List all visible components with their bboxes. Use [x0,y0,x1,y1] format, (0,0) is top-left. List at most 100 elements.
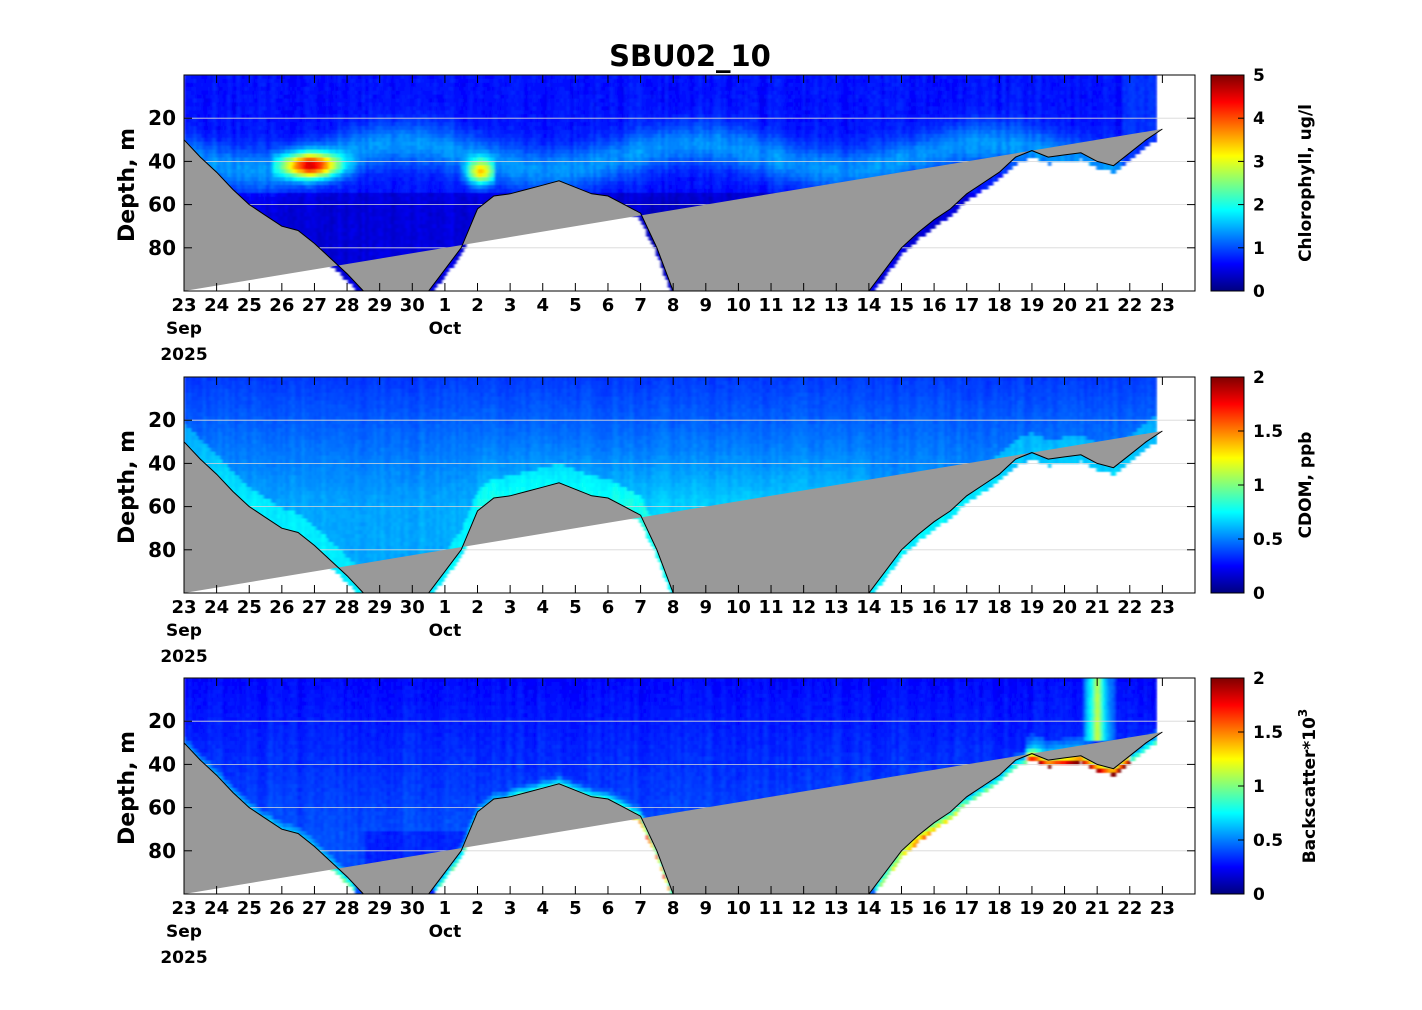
x-tick-label: 4 [536,295,549,316]
x-tick-label: 30 [400,295,425,316]
x-tick-label: 18 [987,295,1012,316]
x-tick-label: 14 [856,597,881,618]
y-tick-label: 20 [148,408,176,432]
x-tick-label: 11 [759,597,784,618]
x-tick-label: 5 [569,898,582,919]
x-tick-label: 23 [1150,898,1175,919]
x-tick-label: 29 [367,295,392,316]
x-month-label: Sep [166,922,202,942]
x-tick-label: 16 [922,295,947,316]
x-tick-label: 25 [237,597,262,618]
x-tick-label: 24 [204,898,229,919]
colorbar-tick-label: 2 [1253,196,1265,216]
x-tick-label: 15 [889,898,914,919]
x-tick-label: 27 [302,597,327,618]
y-axis-label: Depth, m [115,430,140,544]
x-year-label: 2025 [160,948,207,968]
x-tick-label: 19 [1019,597,1044,618]
x-tick-label: 26 [269,597,294,618]
x-tick-label: 8 [667,295,680,316]
x-tick-label: 18 [987,597,1012,618]
x-tick-label: 28 [335,898,360,919]
x-month-label: Oct [429,621,462,641]
y-tick-label: 40 [148,752,176,776]
x-tick-label: 14 [856,898,881,919]
y-tick-label: 60 [148,495,176,519]
y-tick-label: 20 [148,106,176,130]
x-tick-label: 30 [400,597,425,618]
x-month-label: Sep [166,621,202,641]
x-tick-label: 28 [335,597,360,618]
x-tick-label: 25 [237,295,262,316]
y-tick-label: 60 [148,796,176,820]
x-tick-label: 13 [824,597,849,618]
x-tick-label: 3 [504,295,517,316]
x-tick-label: 23 [171,597,196,618]
colorbar-tick-label: 1 [1253,476,1265,496]
x-tick-label: 18 [987,898,1012,919]
x-tick-label: 11 [759,295,784,316]
x-tick-label: 9 [700,597,713,618]
x-tick-label: 8 [667,898,680,919]
x-tick-label: 1 [439,898,452,919]
x-month-label: Oct [429,319,462,339]
x-tick-label: 28 [335,295,360,316]
x-tick-label: 5 [569,295,582,316]
x-tick-label: 16 [922,898,947,919]
y-tick-label: 40 [148,451,176,475]
colorbar-tick-label: 4 [1253,109,1265,129]
x-tick-label: 20 [1052,898,1077,919]
x-month-label: Sep [166,319,202,339]
colorbar-label-superscript: 3 [1296,709,1310,717]
x-tick-label: 9 [700,295,713,316]
colorbar-label: Backscatter*103 [1296,709,1320,864]
x-tick-label: 23 [171,898,196,919]
x-tick-label: 21 [1085,597,1110,618]
x-tick-label: 26 [269,295,294,316]
colorbar-tick-label: 0 [1253,885,1265,905]
x-tick-label: 27 [302,295,327,316]
x-tick-label: 5 [569,597,582,618]
x-tick-label: 20 [1052,597,1077,618]
x-tick-label: 15 [889,295,914,316]
y-axis-label: Depth, m [115,731,140,845]
x-tick-label: 13 [824,898,849,919]
x-tick-label: 2 [471,597,484,618]
colorbar-tick-label: 0 [1253,584,1265,604]
y-tick-label: 20 [148,709,176,733]
x-tick-label: 22 [1117,597,1142,618]
x-tick-label: 21 [1085,898,1110,919]
colorbar-tick-label: 0.5 [1253,831,1283,851]
y-tick-label: 80 [148,839,176,863]
x-tick-label: 17 [954,295,979,316]
x-tick-label: 3 [504,597,517,618]
x-tick-label: 20 [1052,295,1077,316]
colorbar-tick-label: 2 [1253,368,1265,388]
figure-title: SBU02_10 [609,39,771,73]
colorbar-tick-label: 1.5 [1253,723,1283,743]
x-tick-label: 7 [634,597,647,618]
colorbar-label: CDOM, ppb [1296,432,1316,539]
x-tick-label: 29 [367,898,392,919]
x-tick-label: 14 [856,295,881,316]
x-tick-label: 19 [1019,898,1044,919]
x-tick-label: 24 [204,295,229,316]
x-tick-label: 4 [536,597,549,618]
x-tick-label: 9 [700,898,713,919]
colorbar [1211,75,1244,291]
x-tick-label: 23 [1150,597,1175,618]
x-tick-label: 27 [302,898,327,919]
x-tick-label: 22 [1117,295,1142,316]
x-tick-label: 22 [1117,898,1142,919]
x-tick-label: 15 [889,597,914,618]
x-tick-label: 19 [1019,295,1044,316]
x-tick-label: 11 [759,898,784,919]
x-tick-label: 25 [237,898,262,919]
x-tick-label: 10 [726,295,751,316]
x-tick-label: 10 [726,898,751,919]
colorbar-tick-label: 0 [1253,282,1265,302]
